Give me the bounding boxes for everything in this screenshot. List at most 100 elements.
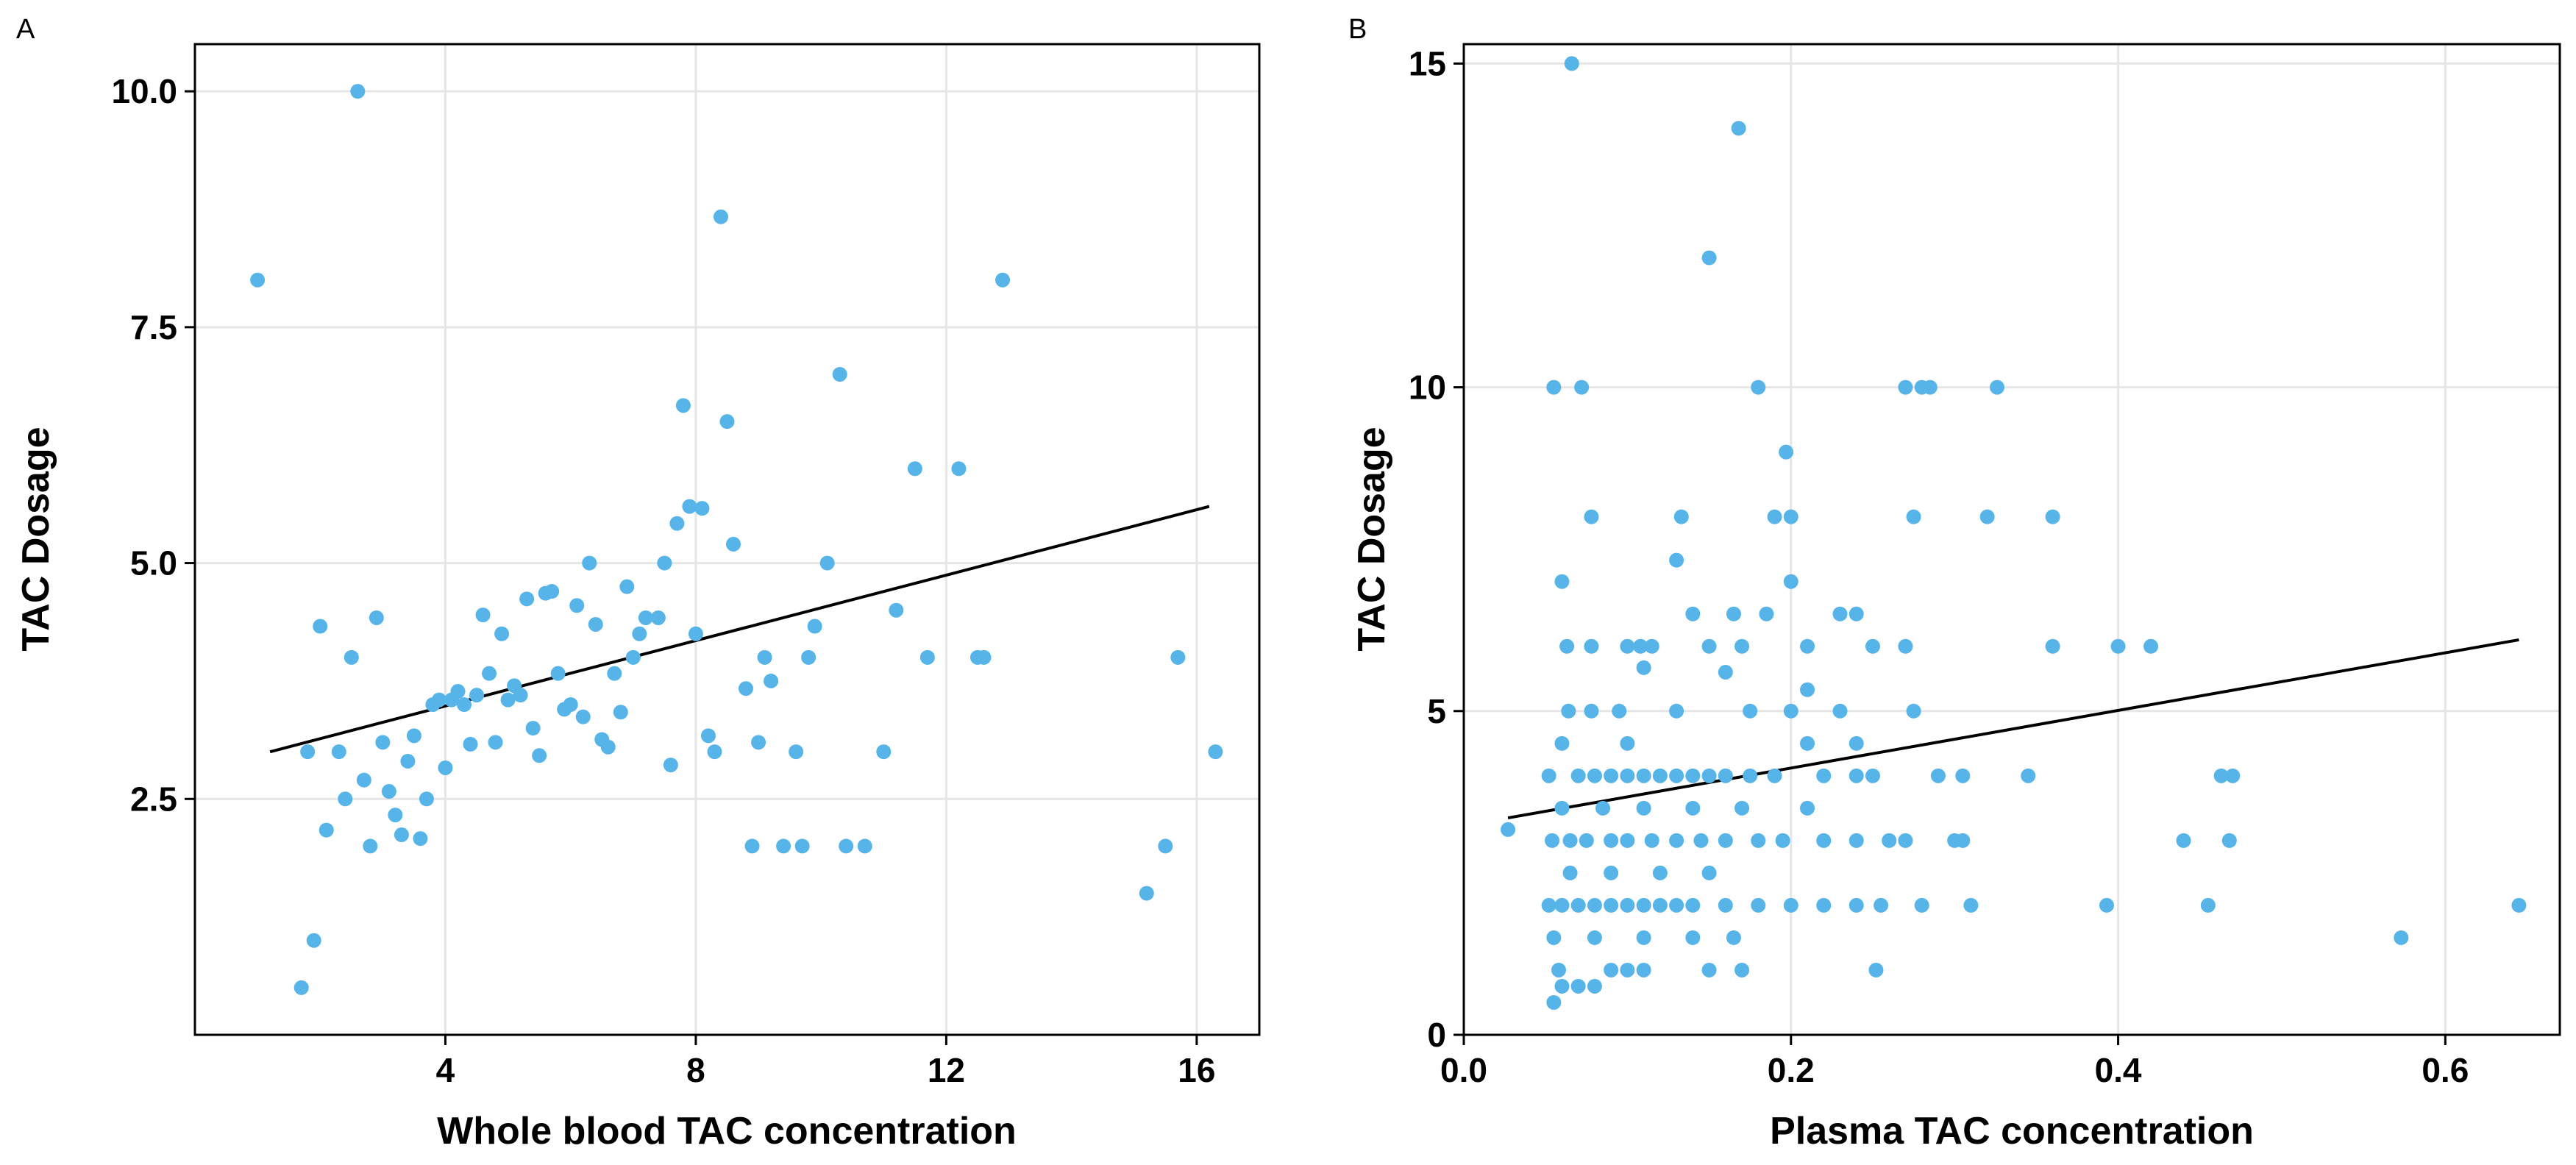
panel-b-data-point: [1669, 703, 1684, 719]
panel-b-data-point: [1701, 865, 1717, 880]
panel-b-data-point: [1554, 978, 1570, 994]
panel-b-data-point: [1898, 638, 1913, 654]
panel-b-data-point: [1546, 930, 1562, 945]
panel-b-data-point: [1906, 509, 1921, 524]
panel-a-data-point: [532, 748, 547, 763]
panel-b-data-point: [1816, 768, 1832, 783]
panel-b-y-tick-label: 10: [1409, 368, 1446, 407]
panel-a-data-point: [663, 758, 678, 773]
panel-b-data-point: [1620, 768, 1635, 783]
panel-b-data-point: [1554, 735, 1570, 751]
panel-b-data-point: [1743, 768, 1758, 783]
panel-a-data-point: [650, 610, 666, 625]
panel-a-data-point: [344, 649, 359, 665]
panel-b-data-point: [2511, 897, 2527, 913]
panel-b-data-point: [1898, 380, 1913, 395]
panel-b-data-point: [1718, 664, 1733, 680]
panel-b-data-point: [1636, 962, 1651, 977]
panel-b-data-point: [1743, 703, 1758, 719]
panel-a-data-point: [588, 616, 603, 632]
panel-a-data-point: [319, 822, 334, 838]
panel-a-x-tick-label: 16: [1178, 1051, 1215, 1089]
panel-b-data-point: [1633, 638, 1648, 654]
panel-b-data-point: [1636, 800, 1651, 816]
panel-b-data-point: [1868, 962, 1884, 977]
panel-b-x-tick-label: 0.6: [2422, 1051, 2469, 1089]
panel-b-data-point: [1751, 833, 1766, 848]
panel-b-grid: [1462, 44, 2560, 1036]
panel-a-data-point: [419, 791, 434, 807]
panel-a-data-point: [482, 666, 497, 681]
panel-b-data-point: [1779, 444, 1794, 460]
panel-b-data-point: [1587, 930, 1602, 945]
panel-a-data-point: [638, 610, 653, 625]
panel-b-x-tick-label: 0.4: [2095, 1051, 2142, 1089]
panel-b-data-point: [1620, 962, 1635, 977]
panel-a-y-tick-label: 2.5: [130, 780, 177, 818]
panel-a-data-point: [1208, 744, 1223, 760]
panel-b-label: B: [1348, 14, 1367, 45]
panel-b-x-tick-label: 0.2: [1768, 1051, 1815, 1089]
panel-b-data-point: [1562, 865, 1578, 880]
panel-a-data-point: [388, 808, 403, 823]
panel-a-data-point: [739, 681, 754, 696]
panel-b-data-point: [1587, 897, 1602, 913]
panel-a-fit-line: [269, 505, 1210, 754]
panel-b-data-point: [1620, 735, 1635, 751]
panel-b-data-point: [1564, 56, 1579, 71]
panel-b-data-point: [1595, 800, 1611, 816]
panel-a-data-point: [350, 84, 366, 99]
panel-b-data-point: [1644, 833, 1659, 848]
panel-a-data-point: [694, 501, 710, 516]
panel-b-data-point: [2143, 638, 2159, 654]
panel-a-data-point: [338, 791, 353, 807]
panel-a-x-axis-title: Whole blood TAC concentration: [437, 1110, 1017, 1152]
panel-a-data-point: [500, 692, 516, 708]
panel-b-data-point: [1574, 380, 1590, 395]
panel-a-data-point: [475, 608, 491, 623]
panel-a-data-point: [857, 838, 872, 854]
panel-b-data-point: [1865, 768, 1880, 783]
panel-a-data-point: [463, 736, 478, 752]
panel-b-data-point: [1685, 930, 1701, 945]
panel-b-data-point: [1701, 768, 1717, 783]
panel-a-data-point: [794, 838, 810, 854]
panel-a-data-point: [713, 209, 728, 224]
panel-b-y-tick-label: 0: [1427, 1016, 1446, 1054]
panel-a-data-point: [438, 760, 453, 775]
panel-b-points: [1501, 56, 2527, 1010]
panel-b-data-point: [1546, 380, 1562, 395]
panel-a-data-point: [250, 272, 266, 288]
panel-a-data-point: [951, 461, 967, 477]
panel-a-data-point: [1139, 886, 1154, 901]
panel-a-data-point: [300, 744, 316, 760]
panel-b-data-point: [1979, 509, 1995, 524]
panel-b-data-point: [1751, 380, 1766, 395]
panel-b-data-point: [2021, 768, 2036, 783]
panel-b-data-point: [1693, 833, 1709, 848]
panel-a-data-point: [1158, 838, 1173, 854]
panel-b-data-point: [1604, 865, 1619, 880]
panel-a-data-point: [682, 499, 697, 514]
panel-a-data-point: [569, 598, 585, 613]
panel-a-data-point: [488, 735, 503, 750]
panel-a-data-point: [625, 649, 641, 665]
panel-b-data-point: [1604, 897, 1619, 913]
panel-b-data-point: [1604, 962, 1619, 977]
panel-b-data-point: [1955, 833, 1971, 848]
panel-b-data-point: [1800, 682, 1815, 697]
panel-a-data-point: [306, 933, 321, 948]
panel-b-data-point: [1734, 962, 1750, 977]
panel-b-data-point: [1701, 250, 1717, 266]
panel-b-data-point: [1751, 897, 1766, 913]
panel-b-data-point: [1783, 897, 1798, 913]
panel-b-ticks: 0.0 0.2 0.4 0.6 0 5 10 15: [1409, 44, 2469, 1089]
panel-a-data-point: [976, 649, 992, 665]
panel-a-data-point: [619, 579, 635, 594]
panel-b-data-point: [1673, 509, 1689, 524]
panel-b-data-point: [1832, 703, 1848, 719]
panel-a-data-point: [431, 692, 446, 708]
panel-a-data-point: [600, 739, 616, 755]
panel-b-data-point: [1652, 897, 1668, 913]
